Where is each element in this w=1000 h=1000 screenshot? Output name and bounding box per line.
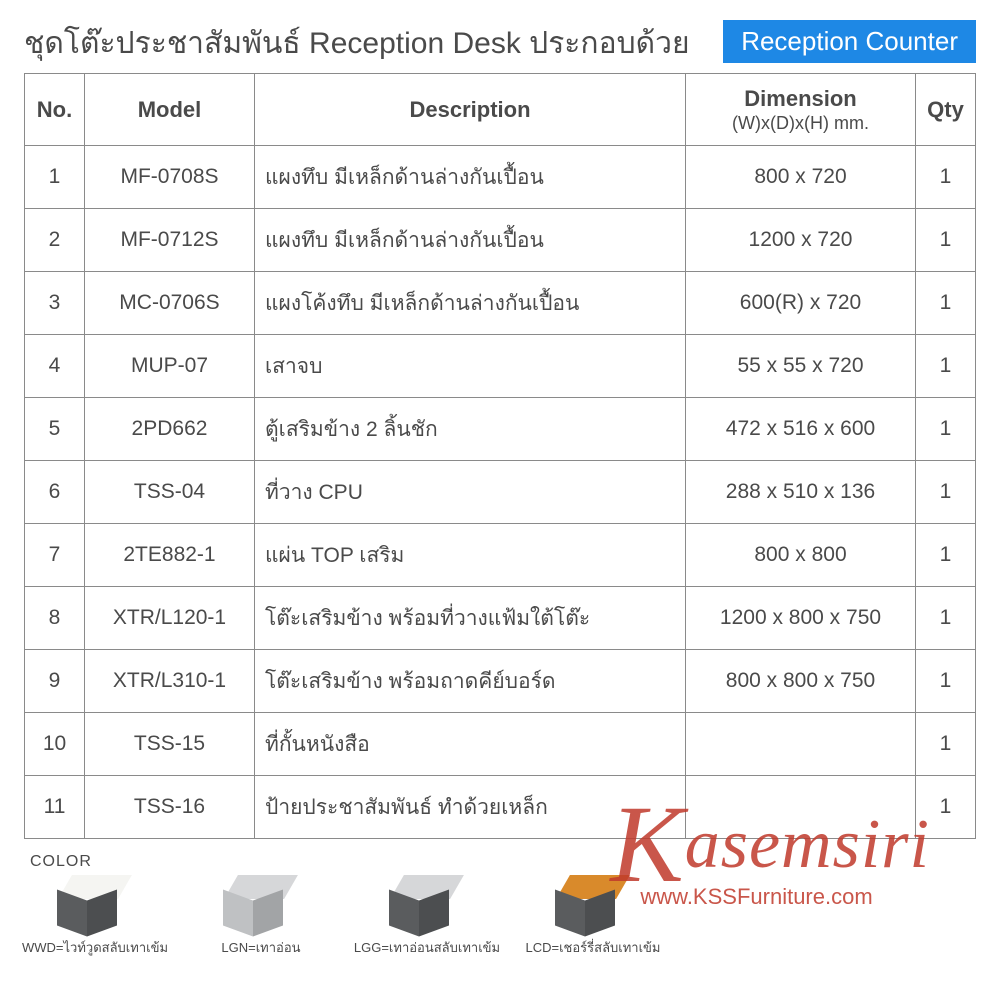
cell-dim: 800 x 800	[686, 524, 916, 587]
color-section-label: COLOR	[30, 853, 976, 871]
cell-desc: แผงทึบ มีเหล็กด้านล่างกันเปื้อน	[255, 209, 686, 272]
swatch-cube-icon	[226, 875, 296, 931]
cell-qty: 1	[916, 650, 976, 713]
col-header-no: No.	[25, 74, 85, 146]
cell-model: 2PD662	[85, 398, 255, 461]
cell-desc: แผงทึบ มีเหล็กด้านล่างกันเปื้อน	[255, 146, 686, 209]
cell-desc: แผงโค้งทึบ มีเหล็กด้านล่างกันเปื้อน	[255, 272, 686, 335]
cell-desc: ป้ายประชาสัมพันธ์ ทำด้วยเหล็ก	[255, 776, 686, 839]
cell-desc: โต๊ะเสริมข้าง พร้อมที่วางแฟ้มใต้โต๊ะ	[255, 587, 686, 650]
table-row: 9XTR/L310-1โต๊ะเสริมข้าง พร้อมถาดคีย์บอร…	[25, 650, 976, 713]
cell-dim: 600(R) x 720	[686, 272, 916, 335]
cell-qty: 1	[916, 209, 976, 272]
cell-no: 1	[25, 146, 85, 209]
cell-desc: เสาจบ	[255, 335, 686, 398]
cell-model: MF-0708S	[85, 146, 255, 209]
cell-qty: 1	[916, 272, 976, 335]
cell-dim: 1200 x 720	[686, 209, 916, 272]
color-swatch: LCD=เชอร์รี่สลับเทาเข้ม	[528, 875, 658, 958]
cell-model: TSS-15	[85, 713, 255, 776]
cell-dim: 800 x 800 x 750	[686, 650, 916, 713]
cell-no: 5	[25, 398, 85, 461]
swatch-caption: LGG=เทาอ่อนสลับเทาเข้ม	[354, 937, 500, 958]
cell-no: 11	[25, 776, 85, 839]
cell-no: 8	[25, 587, 85, 650]
swatch-cube-icon	[60, 875, 130, 931]
cell-no: 6	[25, 461, 85, 524]
cell-no: 4	[25, 335, 85, 398]
cell-model: MF-0712S	[85, 209, 255, 272]
page-title: ชุดโต๊ะประชาสัมพันธ์ Reception Desk ประก…	[24, 20, 711, 67]
cell-desc: ที่กั้นหนังสือ	[255, 713, 686, 776]
color-swatch: LGG=เทาอ่อนสลับเทาเข้ม	[362, 875, 492, 958]
table-row: 11TSS-16ป้ายประชาสัมพันธ์ ทำด้วยเหล็ก 1	[25, 776, 976, 839]
cell-qty: 1	[916, 713, 976, 776]
cell-model: TSS-04	[85, 461, 255, 524]
cell-model: MUP-07	[85, 335, 255, 398]
dim-header-main: Dimension	[744, 86, 856, 111]
swatch-caption: LCD=เชอร์รี่สลับเทาเข้ม	[526, 937, 661, 958]
dim-header-sub: (W)x(D)x(H) mm.	[696, 113, 905, 134]
color-section: COLOR WWD=ไวท์วูดสลับเทาเข้ม LGN=เทาอ่อน L…	[24, 853, 976, 958]
cell-desc: ตู้เสริมข้าง 2 ลิ้นชัก	[255, 398, 686, 461]
category-badge: Reception Counter	[723, 20, 976, 63]
cell-qty: 1	[916, 587, 976, 650]
cell-qty: 1	[916, 146, 976, 209]
table-row: 8XTR/L120-1โต๊ะเสริมข้าง พร้อมที่วางแฟ้ม…	[25, 587, 976, 650]
cell-model: 2TE882-1	[85, 524, 255, 587]
table-row: 10TSS-15ที่กั้นหนังสือ 1	[25, 713, 976, 776]
cell-no: 10	[25, 713, 85, 776]
cell-dim: 472 x 516 x 600	[686, 398, 916, 461]
cell-qty: 1	[916, 398, 976, 461]
spec-table: No. Model Description Dimension (W)x(D)x…	[24, 73, 976, 839]
col-header-model: Model	[85, 74, 255, 146]
swatch-caption: WWD=ไวท์วูดสลับเทาเข้ม	[22, 937, 168, 958]
table-row: 1MF-0708Sแผงทึบ มีเหล็กด้านล่างกันเปื้อน…	[25, 146, 976, 209]
cell-dim: 288 x 510 x 136	[686, 461, 916, 524]
table-row: 72TE882-1แผ่น TOP เสริม800 x 8001	[25, 524, 976, 587]
col-header-desc: Description	[255, 74, 686, 146]
cell-no: 9	[25, 650, 85, 713]
cell-model: MC-0706S	[85, 272, 255, 335]
cell-qty: 1	[916, 776, 976, 839]
swatch-cube-icon	[392, 875, 462, 931]
col-header-qty: Qty	[916, 74, 976, 146]
cell-model: TSS-16	[85, 776, 255, 839]
col-header-dim: Dimension (W)x(D)x(H) mm.	[686, 74, 916, 146]
color-swatch: LGN=เทาอ่อน	[196, 875, 326, 958]
cell-model: XTR/L120-1	[85, 587, 255, 650]
cell-qty: 1	[916, 461, 976, 524]
swatch-caption: LGN=เทาอ่อน	[221, 937, 300, 958]
table-row: 3MC-0706Sแผงโค้งทึบ มีเหล็กด้านล่างกันเป…	[25, 272, 976, 335]
table-header-row: No. Model Description Dimension (W)x(D)x…	[25, 74, 976, 146]
cell-desc: แผ่น TOP เสริม	[255, 524, 686, 587]
cell-dim	[686, 776, 916, 839]
cell-dim: 800 x 720	[686, 146, 916, 209]
cell-dim	[686, 713, 916, 776]
cell-qty: 1	[916, 335, 976, 398]
cell-no: 3	[25, 272, 85, 335]
table-row: 6TSS-04ที่วาง CPU288 x 510 x 1361	[25, 461, 976, 524]
table-row: 52PD662ตู้เสริมข้าง 2 ลิ้นชัก472 x 516 x…	[25, 398, 976, 461]
cell-model: XTR/L310-1	[85, 650, 255, 713]
cell-desc: โต๊ะเสริมข้าง พร้อมถาดคีย์บอร์ด	[255, 650, 686, 713]
cell-no: 2	[25, 209, 85, 272]
cell-desc: ที่วาง CPU	[255, 461, 686, 524]
table-row: 2MF-0712Sแผงทึบ มีเหล็กด้านล่างกันเปื้อน…	[25, 209, 976, 272]
cell-dim: 55 x 55 x 720	[686, 335, 916, 398]
swatch-cube-icon	[558, 875, 628, 931]
cell-dim: 1200 x 800 x 750	[686, 587, 916, 650]
table-row: 4MUP-07เสาจบ55 x 55 x 7201	[25, 335, 976, 398]
cell-qty: 1	[916, 524, 976, 587]
cell-no: 7	[25, 524, 85, 587]
color-swatch: WWD=ไวท์วูดสลับเทาเข้ม	[30, 875, 160, 958]
